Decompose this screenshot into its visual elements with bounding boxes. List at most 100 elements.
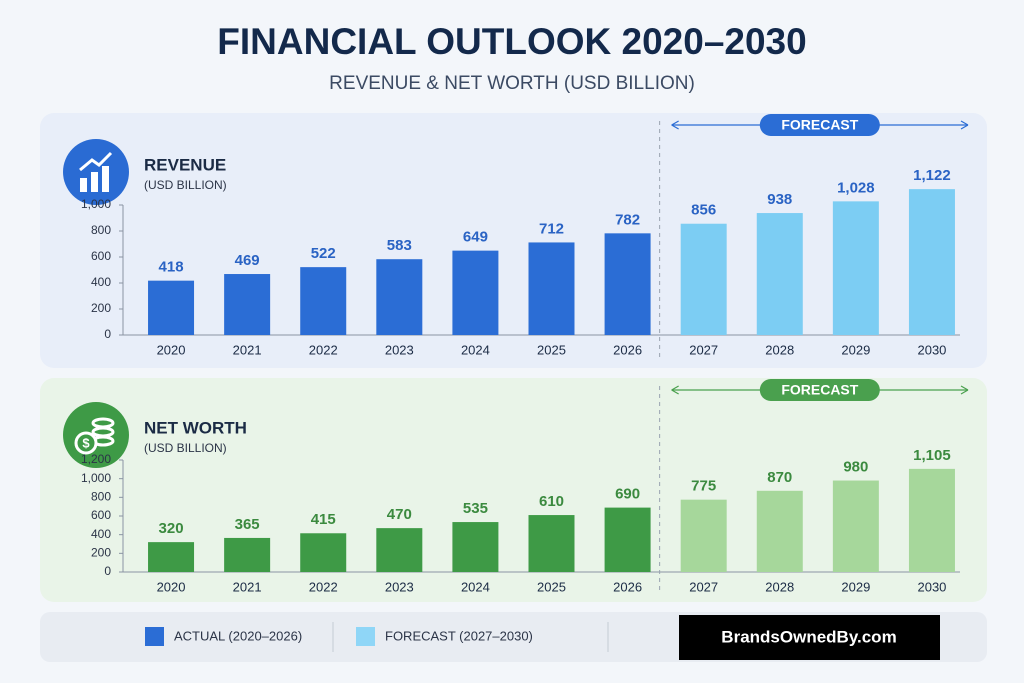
chart-title: NET WORTH bbox=[144, 418, 247, 437]
x-tick-label: 2030 bbox=[917, 342, 946, 357]
legend-swatch bbox=[356, 627, 375, 646]
brand: BrandsOwnedBy.com bbox=[721, 627, 896, 646]
bar bbox=[148, 280, 195, 335]
value-label: 712 bbox=[539, 220, 564, 237]
y-tick-label: 1,000 bbox=[81, 471, 111, 485]
y-tick-label: 0 bbox=[104, 564, 111, 578]
value-label: 415 bbox=[311, 511, 336, 528]
bar bbox=[680, 223, 727, 335]
y-tick-label: 400 bbox=[91, 527, 111, 541]
value-label: 610 bbox=[539, 493, 564, 510]
x-tick-label: 2022 bbox=[309, 579, 338, 594]
value-label: 535 bbox=[463, 500, 488, 517]
bar bbox=[680, 499, 727, 572]
x-tick-label: 2027 bbox=[689, 579, 718, 594]
bar bbox=[604, 507, 651, 572]
x-tick-label: 2022 bbox=[309, 342, 338, 357]
chart-subtitle: (USD BILLION) bbox=[144, 178, 227, 192]
bar bbox=[148, 542, 195, 572]
x-tick-label: 2026 bbox=[613, 342, 642, 357]
revenue-icon-glyph bbox=[79, 151, 113, 192]
legend-swatch bbox=[145, 627, 164, 646]
x-tick-label: 2024 bbox=[461, 579, 490, 594]
y-tick-label: 400 bbox=[91, 275, 111, 289]
y-tick-label: 0 bbox=[104, 327, 111, 341]
x-tick-label: 2029 bbox=[841, 342, 870, 357]
x-tick-label: 2025 bbox=[537, 579, 566, 594]
bar bbox=[832, 480, 879, 572]
x-tick-label: 2020 bbox=[157, 579, 186, 594]
bar bbox=[376, 528, 423, 572]
bar bbox=[528, 242, 575, 335]
y-tick-label: 200 bbox=[91, 546, 111, 560]
x-tick-label: 2024 bbox=[461, 342, 490, 357]
value-label: 1,105 bbox=[913, 447, 951, 464]
bar bbox=[908, 468, 955, 572]
bar bbox=[224, 537, 271, 572]
x-tick-label: 2021 bbox=[233, 579, 262, 594]
value-label: 522 bbox=[311, 245, 336, 262]
bar bbox=[452, 250, 499, 335]
forecast-arrowhead bbox=[671, 385, 969, 395]
bar bbox=[452, 522, 499, 572]
value-label: 418 bbox=[159, 259, 184, 276]
value-label: 856 bbox=[691, 202, 716, 219]
x-tick-label: 2021 bbox=[233, 342, 262, 357]
forecast-badge bbox=[759, 114, 880, 136]
chart-subtitle: (USD BILLION) bbox=[144, 441, 227, 455]
chart-title: REVENUE bbox=[144, 155, 226, 174]
legend-label: ACTUAL (2020–2026) bbox=[174, 628, 302, 643]
value-label: 469 bbox=[235, 252, 260, 269]
value-label: 320 bbox=[159, 520, 184, 537]
value-label: 583 bbox=[387, 237, 412, 254]
bar bbox=[756, 213, 803, 335]
bar bbox=[224, 274, 271, 335]
value-label: 775 bbox=[691, 478, 716, 495]
value-label: 470 bbox=[387, 506, 412, 523]
value-label: 980 bbox=[843, 459, 868, 476]
y-tick-label: 200 bbox=[91, 301, 111, 315]
revenue-panel bbox=[40, 113, 987, 368]
x-tick-label: 2023 bbox=[385, 342, 414, 357]
value-label: 649 bbox=[463, 229, 488, 246]
forecast-badge bbox=[759, 379, 880, 401]
x-tick-label: 2027 bbox=[689, 342, 718, 357]
y-tick-label: 800 bbox=[91, 490, 111, 504]
bar bbox=[908, 189, 955, 335]
bar bbox=[300, 533, 347, 572]
y-tick-label: 600 bbox=[91, 508, 111, 522]
legend-label: FORECAST (2027–2030) bbox=[385, 628, 533, 643]
forecast-label: FORECAST bbox=[781, 382, 858, 398]
y-tick-label: 600 bbox=[91, 249, 111, 263]
value-label: 365 bbox=[235, 516, 260, 533]
x-tick-label: 2030 bbox=[917, 579, 946, 594]
bar bbox=[300, 267, 347, 335]
value-label: 1,122 bbox=[913, 167, 951, 184]
bar bbox=[376, 259, 423, 335]
brand-box bbox=[679, 615, 940, 660]
x-tick-label: 2028 bbox=[765, 342, 794, 357]
bar bbox=[604, 233, 651, 335]
y-tick-label: 1,000 bbox=[81, 197, 111, 211]
value-label: 938 bbox=[767, 191, 792, 208]
y-tick-label: 1,200 bbox=[81, 452, 111, 466]
y-tick-label: 800 bbox=[91, 223, 111, 237]
bar bbox=[528, 515, 575, 572]
x-tick-label: 2023 bbox=[385, 579, 414, 594]
bar bbox=[756, 490, 803, 572]
value-label: 1,028 bbox=[837, 179, 875, 196]
value-label: 870 bbox=[767, 469, 792, 486]
x-tick-label: 2029 bbox=[841, 579, 870, 594]
bar bbox=[832, 201, 879, 335]
networth-panel bbox=[40, 378, 987, 602]
dollar-sign: $ bbox=[82, 435, 90, 450]
x-tick-label: 2020 bbox=[157, 342, 186, 357]
value-label: 690 bbox=[615, 486, 640, 503]
page-title: FINANCIAL OUTLOOK 2020–2030 bbox=[217, 21, 806, 62]
x-tick-label: 2026 bbox=[613, 579, 642, 594]
page-subtitle: REVENUE & NET WORTH (USD BILLION) bbox=[329, 73, 695, 94]
networth-icon-glyph bbox=[74, 417, 115, 455]
forecast-label: FORECAST bbox=[781, 117, 858, 133]
forecast-arrowhead bbox=[671, 120, 969, 130]
